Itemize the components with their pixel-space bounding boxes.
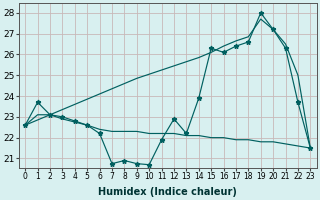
X-axis label: Humidex (Indice chaleur): Humidex (Indice chaleur) — [98, 187, 237, 197]
